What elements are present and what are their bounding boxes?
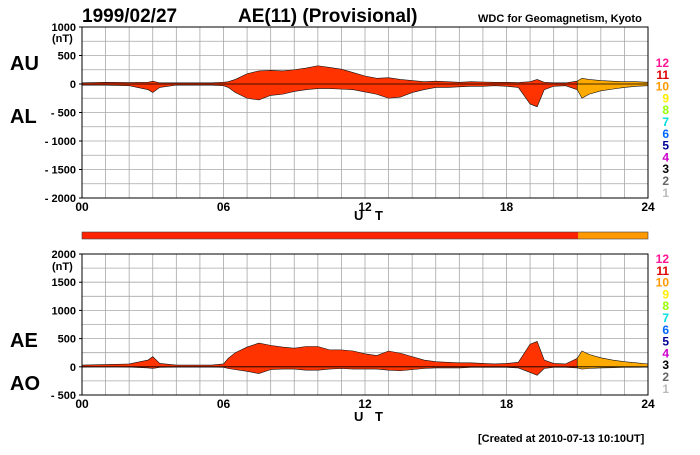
ae-ao-y-tick-label: 1500 (52, 277, 76, 289)
al-label: AL (10, 106, 37, 128)
level-label-5: 5 (662, 335, 669, 349)
ae-ao-x-tick-label: 12 (358, 397, 372, 411)
date-title: 1999/02/27 (82, 6, 177, 27)
level-label-4: 4 (662, 346, 669, 360)
created-timestamp: [Created at 2010-07-13 10:10UT] (478, 433, 645, 445)
level-label-11: 11 (656, 68, 669, 82)
au-al-y-tick-label: 1000 (52, 22, 76, 34)
ae-ao-x-tick-label: 00 (75, 397, 89, 411)
ae-ao-y-tick-label: 0 (70, 362, 76, 374)
level-label-7: 7 (662, 311, 669, 325)
level-label-9: 9 (662, 287, 669, 301)
data-bar-late (578, 232, 648, 239)
au-label: AU (10, 53, 39, 75)
source-label: WDC for Geomagnetism, Kyoto (478, 13, 642, 25)
level-label-8: 8 (662, 299, 669, 313)
ae-ao-x-tick-label: 18 (500, 397, 514, 411)
au-al-y-tick-label: - 2000 (45, 193, 76, 205)
ao-label: AO (10, 373, 40, 395)
au-al-x-tick-label: 18 (500, 200, 514, 214)
level-label-1: 1 (662, 186, 669, 200)
level-label-5: 5 (662, 139, 669, 153)
ae-ao-x-ticks: 00 06 12 18 24 (75, 397, 655, 411)
index-title: AE(11) (Provisional) (238, 6, 418, 27)
level-label-7: 7 (662, 115, 669, 129)
ae-ao-grid (82, 254, 648, 395)
au-al-y-tick-label: 500 (58, 51, 76, 63)
au-al-grid (82, 27, 648, 198)
level-label-10: 10 (656, 276, 670, 290)
level-label-10: 10 (656, 80, 670, 94)
level-label-1: 1 (662, 382, 669, 396)
level-label-2: 2 (662, 174, 669, 188)
au-al-y-tick-label: - 1500 (45, 165, 76, 177)
au-al-x-tick-label: 24 (641, 200, 655, 214)
ae-label: AE (10, 330, 38, 352)
level-label-3: 3 (662, 162, 669, 176)
au-al-x-tick-label: 00 (75, 200, 89, 214)
ae-ao-x-axis-label: U T (354, 409, 387, 424)
ae-ao-unit: (nT) (52, 261, 73, 273)
ae-ao-y-tick-label: - 500 (51, 390, 76, 402)
au-al-y-ticks: 1000 500 0 - 500 - 1000 - 1500 - 2000 (45, 22, 82, 205)
ae-ao-y-ticks: 2000 1500 1000 500 0 - 500 (51, 249, 82, 402)
au-al-y-tick-label: 0 (70, 79, 76, 91)
ae-ao-y-tick-label: 2000 (52, 249, 76, 261)
au-al-area-main (81, 65, 578, 108)
au-al-x-ticks: 00 06 12 18 24 (75, 200, 655, 214)
ae-ao-panel: 2000 1500 1000 500 0 - 500 00 06 12 18 24 (nT) AE… (10, 249, 655, 424)
au-al-panel: 1000 500 0 - 500 - 1000 - 1500 - 2000 00 06 12 18… (10, 22, 655, 223)
level-label-6: 6 (662, 323, 669, 337)
level-label-2: 2 (662, 370, 669, 384)
level-label-6: 6 (662, 127, 669, 141)
ae-ao-y-tick-label: 1000 (52, 305, 76, 317)
ae-ao-areas (81, 253, 649, 396)
au-al-x-tick-label: 06 (217, 200, 231, 214)
au-al-x-tick-label: 12 (358, 200, 372, 214)
ae-ao-x-tick-label: 06 (217, 397, 231, 411)
ae-ao-plot-frame (81, 253, 649, 396)
ae-ao-area-late (576, 350, 649, 370)
level-label-4: 4 (662, 150, 669, 164)
au-al-area-late (576, 77, 649, 99)
ae-ao-area-main (81, 341, 578, 376)
au-al-unit: (nT) (52, 33, 73, 45)
level-label-3: 3 (662, 358, 669, 372)
level-label-9: 9 (662, 91, 669, 105)
ae-ao-x-tick-label: 24 (641, 397, 655, 411)
ae-ao-y-tick-label: 500 (58, 334, 76, 346)
level-label-12: 12 (656, 252, 670, 266)
data-bar-frame (81, 231, 649, 240)
au-al-y-tick-label: - 500 (51, 108, 76, 120)
au-al-areas (81, 26, 649, 199)
data-bar-main (82, 232, 578, 239)
au-al-x-axis-label: U T (354, 208, 387, 223)
level-label-12: 12 (656, 56, 670, 70)
au-al-y-tick-label: - 1000 (45, 136, 76, 148)
level-label-11: 11 (656, 264, 669, 278)
level-label-8: 8 (662, 103, 669, 117)
